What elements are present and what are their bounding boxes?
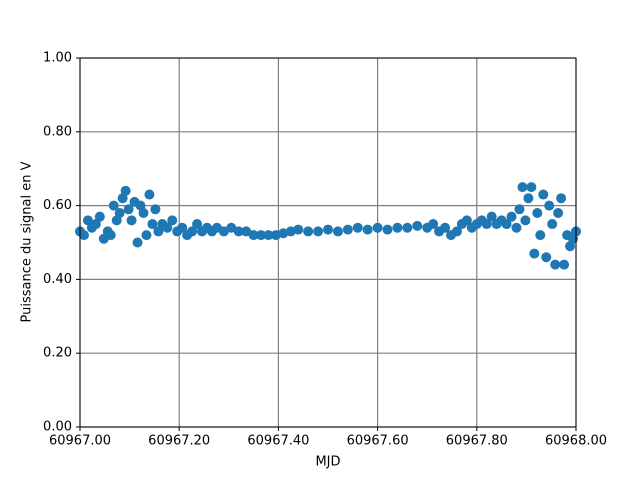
point — [362, 224, 373, 235]
point — [123, 204, 134, 215]
point — [520, 215, 531, 226]
point — [553, 207, 564, 218]
point — [550, 259, 561, 270]
point — [523, 193, 534, 204]
y-tick-label: 0.00 — [43, 420, 72, 435]
point — [248, 230, 259, 241]
point — [541, 252, 552, 263]
point — [114, 207, 125, 218]
y-tick-label: 0.60 — [43, 198, 72, 213]
point — [382, 224, 393, 235]
point — [342, 224, 353, 235]
point — [461, 215, 472, 226]
point — [556, 193, 567, 204]
x-tick-label: 60967.40 — [247, 434, 309, 449]
point — [511, 222, 522, 233]
point — [481, 219, 492, 230]
x-tick-label: 60967.60 — [347, 434, 409, 449]
point — [451, 226, 462, 237]
x-tick-label: 60967.00 — [49, 434, 111, 449]
point — [138, 207, 149, 218]
point — [547, 219, 558, 230]
point — [529, 248, 540, 259]
point — [226, 222, 237, 233]
point — [532, 207, 543, 218]
point — [150, 204, 161, 215]
point — [544, 200, 555, 211]
point — [535, 230, 546, 241]
point — [120, 185, 131, 196]
y-tick-label: 1.00 — [43, 51, 72, 66]
point — [167, 215, 178, 226]
point — [94, 211, 105, 222]
point — [256, 230, 267, 241]
y-axis-label: Puissance du signal en V — [20, 161, 35, 322]
point — [517, 182, 528, 193]
point — [526, 182, 537, 193]
point — [192, 219, 203, 230]
point — [352, 222, 363, 233]
point — [241, 226, 252, 237]
point — [313, 226, 324, 237]
point — [440, 222, 451, 233]
point — [263, 230, 274, 241]
point — [506, 211, 517, 222]
point — [501, 219, 512, 230]
point — [538, 189, 549, 200]
point — [177, 222, 188, 233]
x-tick-label: 60967.80 — [446, 434, 508, 449]
point — [153, 226, 164, 237]
point — [233, 226, 244, 237]
point — [162, 222, 173, 233]
point — [126, 215, 137, 226]
point — [132, 237, 143, 248]
x-axis-label: MJD — [315, 455, 340, 470]
y-tick-label: 0.40 — [43, 272, 72, 287]
point — [187, 226, 198, 237]
y-tick-label: 0.20 — [43, 346, 72, 361]
point — [412, 220, 423, 231]
point — [392, 222, 403, 233]
point — [141, 230, 152, 241]
point — [402, 222, 413, 233]
point — [323, 224, 333, 235]
plot-frame — [79, 57, 577, 428]
point — [78, 230, 89, 241]
x-tick-label: 60968.00 — [545, 434, 607, 449]
point — [82, 215, 93, 226]
point — [372, 222, 383, 233]
point — [105, 230, 116, 241]
point — [218, 226, 229, 237]
point — [108, 200, 119, 211]
point — [147, 219, 158, 230]
point — [514, 204, 525, 215]
point — [293, 224, 304, 235]
point — [559, 259, 570, 270]
point — [144, 189, 155, 200]
point — [303, 226, 314, 237]
point — [332, 226, 343, 237]
point — [90, 219, 101, 230]
x-tick-label: 60967.20 — [148, 434, 210, 449]
point — [486, 211, 497, 222]
point — [428, 219, 439, 230]
y-tick-label: 0.80 — [43, 124, 72, 139]
